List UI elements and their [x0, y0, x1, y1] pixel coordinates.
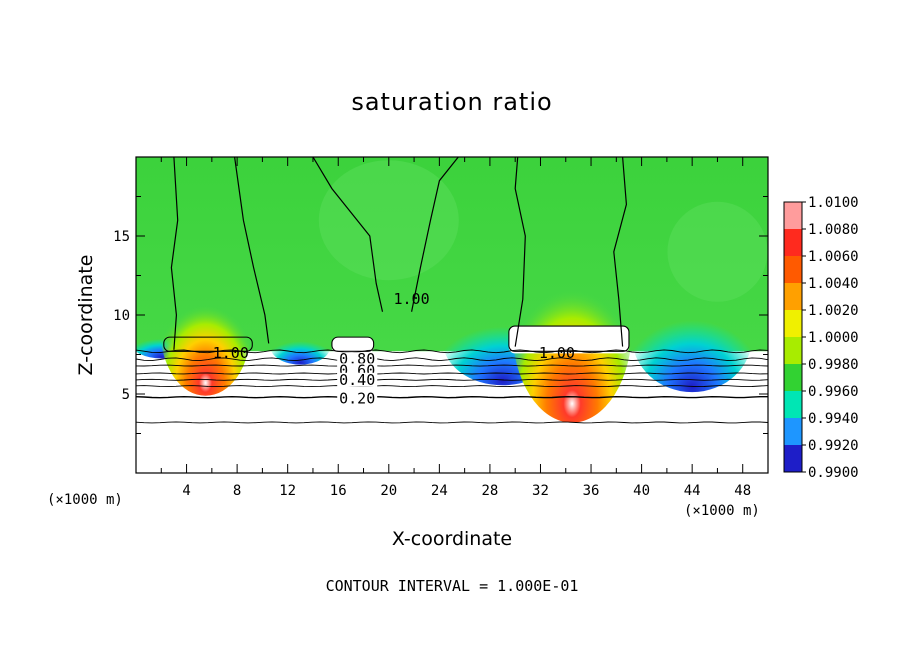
field-cold-lobe	[270, 328, 331, 365]
colorbar-swatch	[784, 391, 802, 418]
colorbar-swatch	[784, 310, 802, 337]
contour-line	[411, 157, 459, 312]
contour-line	[508, 325, 630, 352]
field-cold-lobe	[632, 282, 753, 393]
contour-line	[613, 157, 628, 347]
colorbar-swatch	[784, 418, 802, 445]
colorbar-label: 0.9900	[808, 465, 859, 481]
colorbar-swatch	[784, 256, 802, 283]
colorbar-swatch	[784, 283, 802, 310]
contour-line	[136, 364, 768, 367]
x-tick-label: 24	[431, 483, 448, 499]
contour-line	[331, 336, 375, 352]
x-tick-label: 28	[481, 483, 498, 499]
contour-line	[163, 336, 253, 352]
contour-label: 0.20	[339, 390, 375, 408]
contour-line	[136, 395, 768, 399]
field-band	[667, 201, 768, 302]
contour-label: 1.00	[393, 290, 429, 308]
colorbar-label: 0.9980	[808, 357, 859, 373]
contour-line	[170, 157, 179, 350]
y-axis-unit: (×1000 m)	[47, 492, 123, 508]
y-tick-label: 5	[122, 387, 130, 403]
colorbar-label: 1.0060	[808, 249, 859, 265]
y-tick-label: 15	[113, 229, 130, 245]
field-band	[318, 160, 459, 281]
y-tick-label: 10	[113, 308, 130, 324]
colorbar-label: 0.9960	[808, 384, 859, 400]
colorbar-label: 1.0000	[808, 330, 859, 346]
x-tick-label: 36	[583, 483, 600, 499]
chart-title: saturation ratio	[351, 88, 553, 116]
colorbar-label: 1.0040	[808, 276, 859, 292]
contour-label: 0.40	[339, 371, 375, 389]
x-tick-label: 16	[330, 483, 347, 499]
colorbar-label: 0.9920	[808, 438, 859, 454]
x-tick-label: 12	[279, 483, 296, 499]
contour-label: 1.00	[539, 344, 575, 362]
x-axis-unit: (×1000 m)	[684, 503, 760, 519]
x-tick-label: 4	[182, 483, 190, 499]
contour-line	[136, 378, 768, 381]
colorbar-swatch	[784, 337, 802, 364]
colorbar-label: 1.0020	[808, 303, 859, 319]
contour-interval-note: CONTOUR INTERVAL = 1.000E-01	[325, 577, 579, 595]
contour-label-bg	[337, 372, 378, 387]
colorbar-swatch	[784, 445, 802, 472]
x-tick-label: 44	[684, 483, 701, 499]
contour-line	[136, 349, 768, 354]
x-tick-label: 48	[734, 483, 751, 499]
x-tick-label: 8	[233, 483, 241, 499]
x-tick-label: 32	[532, 483, 549, 499]
colorbar-label: 1.0100	[808, 195, 859, 211]
contour-line	[136, 421, 768, 424]
contour-line	[514, 157, 526, 347]
contour-line	[136, 372, 768, 375]
x-tick-label: 40	[633, 483, 650, 499]
field-cloud-cap	[331, 337, 374, 354]
colorbar-swatch	[784, 202, 802, 229]
colorbar-swatch	[784, 229, 802, 256]
field-hot-plume	[160, 265, 251, 396]
field-cloud-cap	[508, 326, 629, 354]
contour-line	[234, 157, 270, 344]
colorbar-label: 0.9940	[808, 411, 859, 427]
x-tick-label: 20	[380, 483, 397, 499]
x-axis-label: X-coordinate	[391, 528, 513, 550]
contour-line	[136, 385, 768, 388]
contour-label: 1.00	[213, 344, 249, 362]
colorbar-label: 1.0080	[808, 222, 859, 238]
contour-label-bg	[337, 352, 378, 367]
contour-line	[136, 357, 768, 362]
contour-label-bg	[337, 391, 378, 406]
contour-line	[312, 157, 384, 312]
colorbar-swatch	[784, 364, 802, 391]
